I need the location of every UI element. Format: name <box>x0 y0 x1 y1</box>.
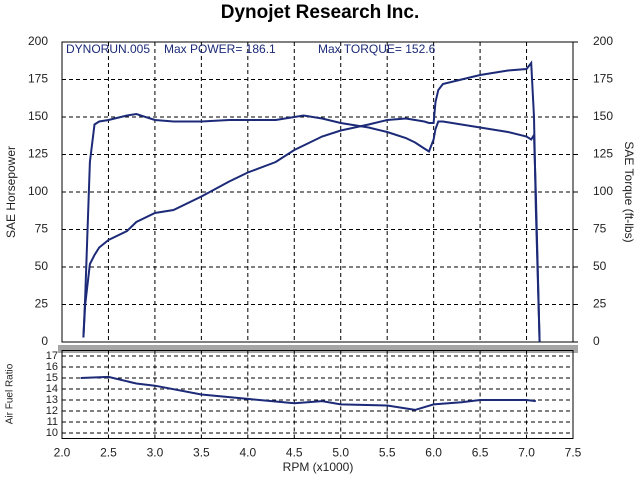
y2-tick-label: 50 <box>593 259 607 273</box>
y2-tick-label: 200 <box>593 34 613 48</box>
y-tick-label: 100 <box>28 184 48 198</box>
x-tick-label: 2.5 <box>100 446 117 460</box>
y2-tick-label: 150 <box>593 109 613 123</box>
y2-tick-label: 125 <box>593 147 613 161</box>
y2-tick-label: 25 <box>593 297 607 311</box>
y2-tick-label: 0 <box>593 334 600 348</box>
annotation: Max TORQUE= 152.6 <box>318 42 436 56</box>
data-line <box>82 112 541 343</box>
panel-separator <box>58 345 578 353</box>
x-tick-label: 2.0 <box>54 446 71 460</box>
x-tick-label: 3.5 <box>193 446 210 460</box>
y2-axis-label: SAE Torque (ft-lbs) <box>622 141 636 242</box>
x-axis-label: RPM (x1000) <box>283 460 354 474</box>
y-tick-label: 125 <box>28 147 48 161</box>
y-tick-label: 25 <box>35 297 49 311</box>
y-tick-label: 75 <box>35 222 49 236</box>
y-tick-label: 10 <box>46 427 58 439</box>
x-tick-label: 6.5 <box>472 446 489 460</box>
y-tick-label: 175 <box>28 72 48 86</box>
x-tick-label: 5.0 <box>332 446 349 460</box>
x-tick-label: 7.5 <box>565 446 582 460</box>
chart-title: Dynojet Research Inc. <box>221 2 420 23</box>
data-line <box>82 60 541 343</box>
y-axis-label: SAE Horsepower <box>4 146 18 238</box>
data-line <box>80 375 536 411</box>
x-tick-label: 6.0 <box>425 446 442 460</box>
y-tick-label: 0 <box>41 334 48 348</box>
x-tick-label: 4.5 <box>286 446 303 460</box>
afr-axis-label: Air Fuel Ratio <box>5 363 16 424</box>
y-tick-label: 150 <box>28 109 48 123</box>
y-tick-label: 16 <box>46 361 58 373</box>
x-tick-label: 5.5 <box>379 446 396 460</box>
y-tick-label: 15 <box>46 372 58 384</box>
y-tick-label: 12 <box>46 405 58 417</box>
y-tick-label: 14 <box>46 383 58 395</box>
y-tick-label: 11 <box>47 416 58 428</box>
y-tick-label: 13 <box>46 394 58 406</box>
y2-tick-label: 100 <box>593 184 613 198</box>
y-tick-label: 17 <box>46 350 58 362</box>
y-tick-label: 200 <box>28 34 48 48</box>
x-tick-label: 3.0 <box>147 446 164 460</box>
x-tick-label: 4.0 <box>239 446 256 460</box>
annotation: DYNORUN.005 <box>66 42 150 56</box>
annotation: Max POWER= 186.1 <box>164 42 276 56</box>
y2-tick-label: 75 <box>593 222 607 236</box>
y-tick-label: 50 <box>35 259 49 273</box>
y2-tick-label: 175 <box>593 72 613 86</box>
x-tick-label: 7.0 <box>518 446 535 460</box>
